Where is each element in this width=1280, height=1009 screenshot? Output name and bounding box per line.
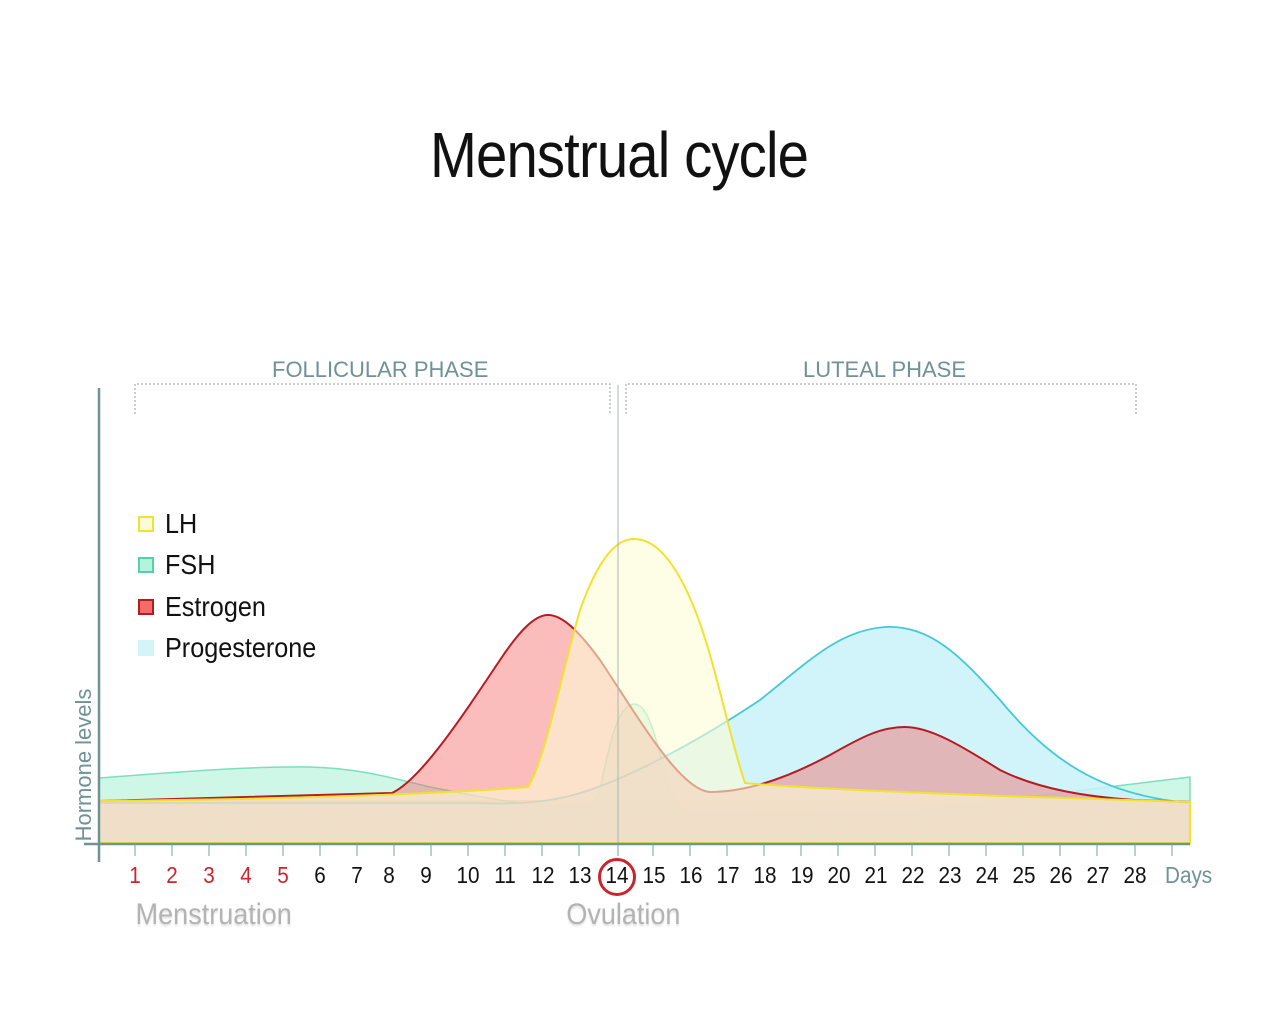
day-label: 13 xyxy=(568,862,592,888)
fsh-swatch-icon xyxy=(138,557,154,574)
day-label: 25 xyxy=(1012,862,1036,888)
day-label: 3 xyxy=(203,862,215,888)
day-label: 28 xyxy=(1123,862,1147,888)
day-label: 7 xyxy=(351,862,363,888)
day-label: 9 xyxy=(420,862,432,888)
ovulation-label: Ovulation xyxy=(566,898,681,931)
estrogen-swatch-icon xyxy=(138,598,154,615)
legend: LH FSH Estrogen Progesterone xyxy=(138,503,333,669)
y-axis-label: Hormone levels xyxy=(71,688,96,842)
legend-label: FSH xyxy=(165,549,216,581)
day-label: 19 xyxy=(790,862,814,888)
legend-label: Estrogen xyxy=(165,590,266,622)
progesterone-swatch-icon xyxy=(138,640,154,657)
day-label: 24 xyxy=(975,862,999,888)
day-label: 20 xyxy=(827,862,851,888)
legend-item-progesterone: Progesterone xyxy=(138,628,333,670)
day-label: 23 xyxy=(938,862,962,888)
day-label: 26 xyxy=(1049,862,1073,888)
menstruation-label: Menstruation xyxy=(135,898,292,931)
ovulation-circle xyxy=(598,858,636,896)
day-label: 4 xyxy=(240,862,252,888)
day-label: 5 xyxy=(277,862,289,888)
day-label: 15 xyxy=(642,862,666,888)
day-label: 8 xyxy=(383,862,395,888)
day-label: 21 xyxy=(864,862,888,888)
day-label: 16 xyxy=(679,862,703,888)
day-label: 2 xyxy=(166,862,178,888)
legend-item-lh: LH xyxy=(138,503,333,545)
follicular-phase-label: FOLLICULAR PHASE xyxy=(272,357,489,382)
chart-title: Menstrual cycle xyxy=(429,119,809,191)
day-label: 27 xyxy=(1086,862,1110,888)
lh-swatch-icon xyxy=(138,515,154,532)
legend-item-fsh: FSH xyxy=(138,545,333,587)
luteal-bracket xyxy=(625,383,1137,414)
day-label: 18 xyxy=(753,862,777,888)
day-label: 11 xyxy=(494,862,516,888)
day-label: 22 xyxy=(901,862,925,888)
follicular-bracket xyxy=(134,383,611,414)
ovulation-day-label: 14 xyxy=(605,862,629,888)
legend-item-estrogen: Estrogen xyxy=(138,586,333,628)
luteal-phase-label: LUTEAL PHASE xyxy=(803,357,967,382)
x-axis-label: Days xyxy=(1165,862,1213,888)
legend-label: Progesterone xyxy=(165,632,317,664)
day-label: 1 xyxy=(129,862,141,888)
day-label: 12 xyxy=(531,862,555,888)
phase-brackets xyxy=(134,383,1137,414)
day-label: 10 xyxy=(456,862,480,888)
day-label: 17 xyxy=(716,862,740,888)
day-label: 6 xyxy=(314,862,326,888)
legend-label: LH xyxy=(165,507,198,539)
lh-area xyxy=(98,537,1191,844)
x-ticks xyxy=(134,844,1173,856)
